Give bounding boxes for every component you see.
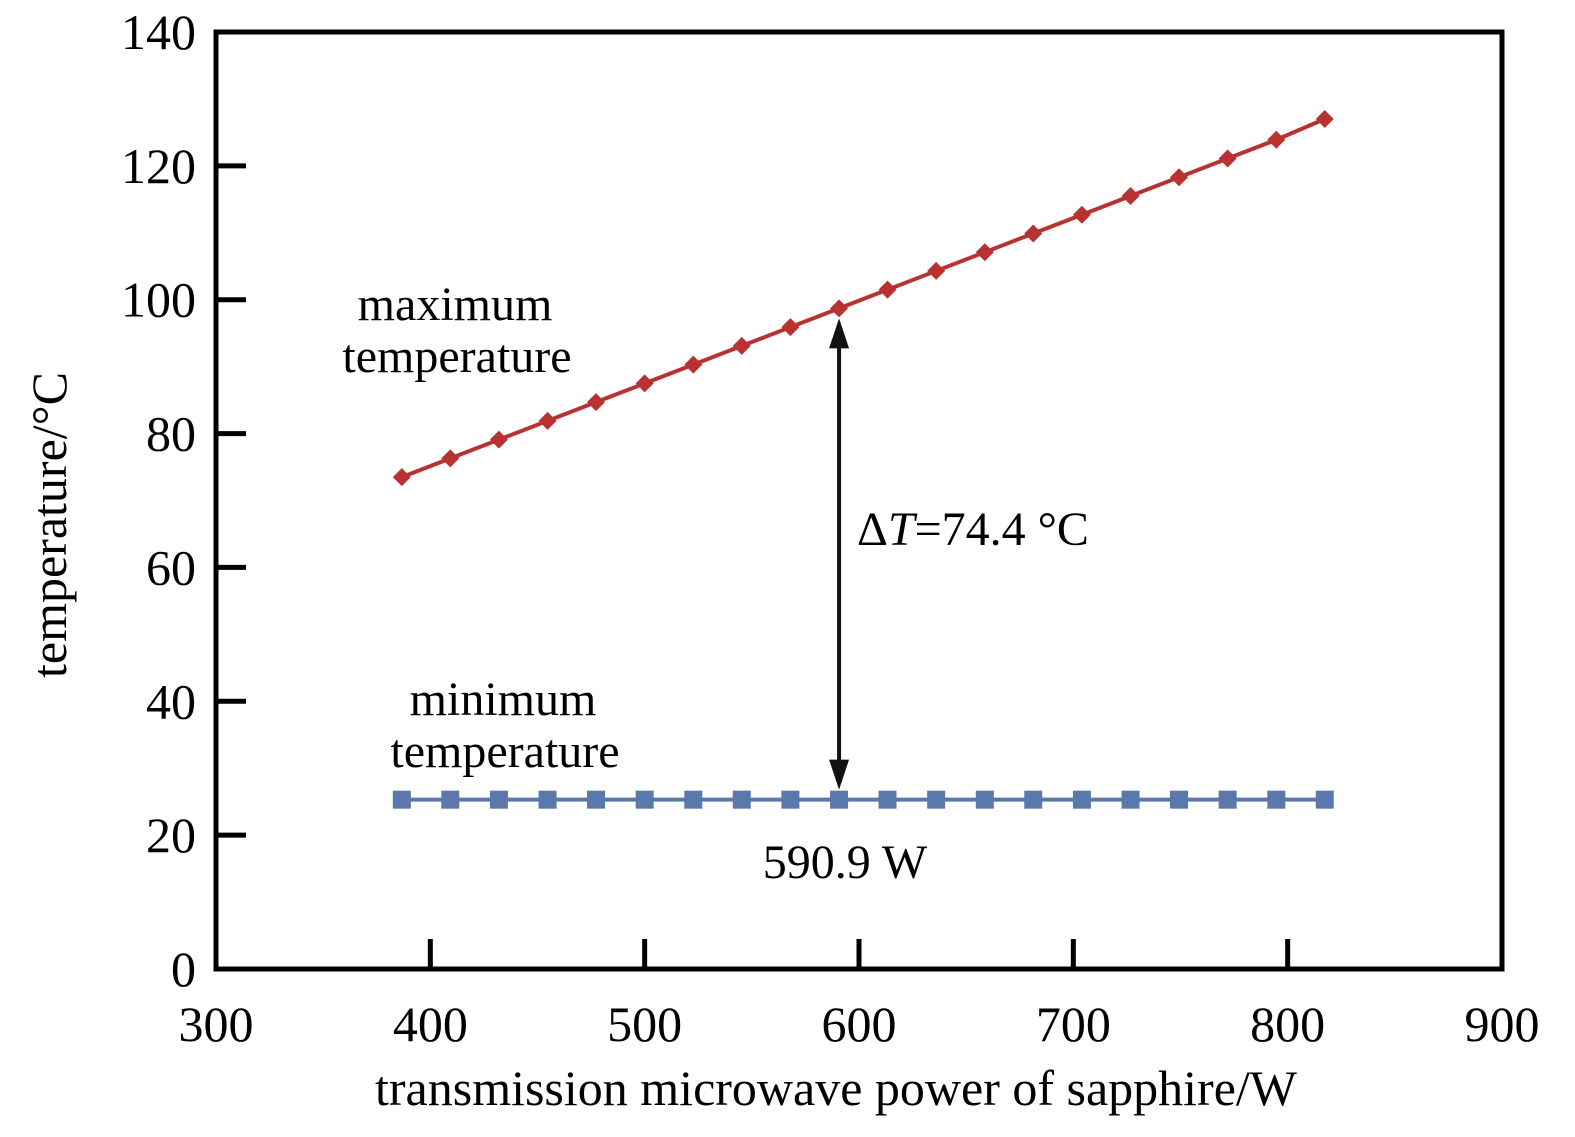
- series-1-point: [635, 790, 654, 809]
- series-1-point: [684, 790, 703, 809]
- series-1-group: [392, 790, 1334, 809]
- delta-t-annotation: ΔT=74.4 °C: [857, 503, 1089, 556]
- series-1-point: [732, 790, 751, 809]
- power-annotation: 590.9 W: [763, 836, 928, 889]
- series-0-point: [878, 280, 897, 299]
- x-tick-label: 400: [393, 996, 468, 1052]
- series-0-point: [1315, 110, 1334, 129]
- series-0-point: [781, 318, 800, 337]
- delta-prefix: Δ: [857, 503, 888, 556]
- series-1-point: [1267, 790, 1286, 809]
- series-1-point: [1072, 790, 1091, 809]
- y-tick-label: 140: [121, 4, 196, 60]
- series-0-point: [975, 243, 994, 262]
- series-1-point: [1121, 790, 1140, 809]
- x-tick-label: 600: [822, 996, 897, 1052]
- x-axis-ticks: 300 400 500 600 700 800 900: [179, 939, 1540, 1052]
- y-tick-label: 0: [171, 941, 196, 997]
- max-series-label-line2: temperature: [342, 330, 571, 383]
- delta-arrow-layer: [829, 318, 850, 790]
- min-series-label-line2: temperature: [390, 725, 619, 778]
- series-1-point: [878, 790, 897, 809]
- series-1-point: [489, 790, 508, 809]
- series-1-point: [1315, 790, 1334, 809]
- series-0-point: [732, 336, 751, 355]
- y-axis-ticks: 0 20 40 60 80 100 120 140: [121, 4, 246, 997]
- series-1-point: [830, 790, 849, 809]
- x-tick-label: 700: [1036, 996, 1111, 1052]
- series-1-point: [927, 790, 946, 809]
- series-1-point: [1169, 790, 1188, 809]
- series-0-point: [1072, 205, 1091, 224]
- series-0-point: [538, 411, 557, 430]
- delta-arrow-head-top: [829, 318, 850, 349]
- series-1-point: [1024, 790, 1043, 809]
- x-tick-label: 800: [1250, 996, 1325, 1052]
- y-tick-label: 100: [121, 272, 196, 328]
- delta-arrow-head-bottom: [829, 759, 850, 790]
- delta-value: =74.4 °C: [915, 503, 1089, 556]
- series-1-point: [781, 790, 800, 809]
- series-0-point: [489, 430, 508, 449]
- y-tick-label: 40: [146, 673, 196, 729]
- max-series-label-line1: maximum: [358, 278, 553, 331]
- series-1-point: [975, 790, 994, 809]
- series-1-point: [1218, 790, 1237, 809]
- series-0-point: [927, 261, 946, 280]
- delta-symbol: T: [888, 503, 918, 556]
- series-0-point: [684, 355, 703, 374]
- y-tick-label: 60: [146, 539, 196, 595]
- x-axis-title: transmission microwave power of sapphire…: [375, 1060, 1298, 1116]
- plot-frame: [213, 29, 1505, 972]
- series-0-point: [1121, 186, 1140, 205]
- series-0-point: [635, 374, 654, 393]
- series-0-point: [392, 468, 411, 487]
- series-1-point: [441, 790, 460, 809]
- series-0-line: [401, 117, 1326, 479]
- series-0-point: [1218, 149, 1237, 168]
- x-tick-label: 500: [607, 996, 682, 1052]
- series-1-point: [392, 790, 411, 809]
- min-series-label-line1: minimum: [410, 673, 597, 726]
- y-tick-label: 120: [121, 138, 196, 194]
- series-0-point: [1024, 224, 1043, 243]
- series-0-group: [392, 110, 1334, 487]
- series-1-point: [587, 790, 606, 809]
- series-0-point: [1169, 168, 1188, 187]
- series-1-point: [538, 790, 557, 809]
- series-layer: [392, 110, 1334, 809]
- x-tick-label: 900: [1465, 996, 1540, 1052]
- series-0-point: [1267, 130, 1286, 149]
- series-0-point: [830, 299, 849, 318]
- y-tick-label: 20: [146, 807, 196, 863]
- y-axis-title: temperature/°C: [21, 372, 77, 678]
- y-tick-label: 80: [146, 406, 196, 462]
- series-0-point: [441, 449, 460, 468]
- series-0-point: [587, 393, 606, 412]
- x-tick-label: 300: [179, 996, 254, 1052]
